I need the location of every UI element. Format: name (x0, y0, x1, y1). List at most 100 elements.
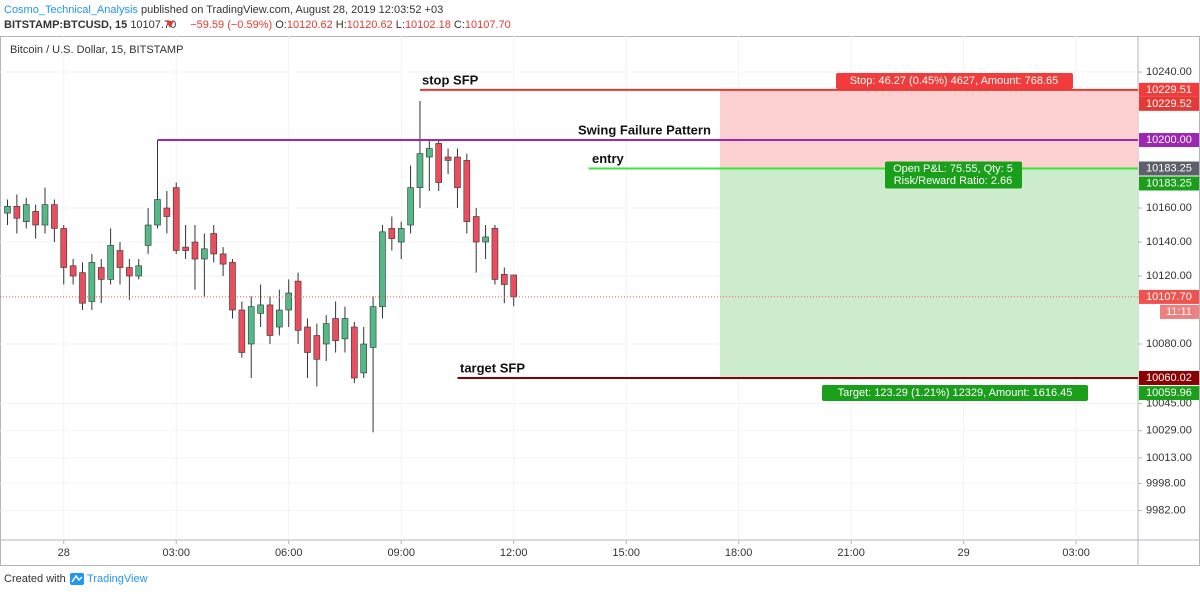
candle-body (360, 343, 368, 374)
candle-body (388, 228, 396, 239)
candle-body (332, 318, 339, 341)
price-label: 10183.25 (1146, 177, 1192, 189)
y-tick-label: 10029.00 (1146, 425, 1192, 437)
chart-title: Bitcoin / U.S. Dollar, 15, BITSTAMP (10, 44, 183, 56)
author: Cosmo_Technical_Analysis (4, 4, 138, 16)
price-label: 10107.70 (1146, 291, 1192, 303)
change: −59.59 (−0.59%) (190, 19, 272, 31)
y-tick-label: 9982.00 (1146, 504, 1186, 516)
candle-body (191, 241, 199, 260)
price-label-box (1139, 133, 1199, 148)
c-value: 10107.70 (465, 19, 511, 31)
candle-body (172, 187, 180, 251)
price-label: 10059.96 (1146, 387, 1192, 399)
x-tick-label: 03:00 (1062, 547, 1090, 559)
candle-body (304, 326, 311, 353)
price-label-box (1139, 386, 1199, 401)
price-label: 10183.25 (1146, 162, 1192, 174)
candle-body (472, 216, 480, 243)
candle-body (276, 309, 283, 328)
candle-body (491, 228, 499, 280)
h-value: 10120.62 (347, 19, 393, 31)
stop-box (836, 73, 1073, 89)
stop-zone (719, 89, 1138, 169)
y-tick-label: 10240.00 (1146, 66, 1192, 78)
tradingview-logo (70, 573, 84, 585)
candle-body (4, 206, 11, 214)
candle-body (266, 304, 274, 336)
candle-body (88, 262, 96, 302)
x-tick-label: 06:00 (275, 547, 303, 559)
y-tick-label: 9998.00 (1146, 477, 1186, 489)
candle-body (182, 246, 189, 251)
candle-body (501, 274, 508, 285)
candle-body (426, 148, 433, 158)
candle-body (60, 228, 68, 268)
down-arrow-icon (166, 21, 174, 28)
candle-body (444, 156, 452, 161)
y-tick-label: 10120.00 (1146, 270, 1192, 282)
candle-body (79, 272, 86, 304)
x-tick-label: 09:00 (387, 547, 415, 559)
price-label: 10060.02 (1146, 372, 1192, 384)
price-label: 10200.00 (1146, 134, 1192, 146)
candle-body (32, 211, 39, 226)
candle-body (135, 265, 143, 277)
rr-text: Risk/Reward Ratio: 2.66 (894, 175, 1013, 187)
pnl-text: Open P&L: 75.55, Qty: 5 (893, 163, 1013, 175)
candle-body (97, 267, 105, 280)
x-tick-label: 03:00 (162, 547, 190, 559)
y-tick-label: 10140.00 (1146, 236, 1192, 248)
candle-body (13, 206, 21, 219)
annotation-label: Swing Failure Pattern (578, 122, 711, 137)
symbol: BITSTAMP:BTCUSD, 15 (4, 19, 127, 31)
candle-body (22, 204, 30, 222)
candle-body (322, 323, 330, 345)
x-tick-label: 29 (958, 547, 970, 559)
price-label-box (1139, 289, 1199, 304)
price-label: 10229.51 (1146, 84, 1192, 96)
candle-body (294, 280, 302, 331)
y-tick-label: 10160.00 (1146, 202, 1192, 214)
target-zone (719, 168, 1138, 379)
h-label: H: (336, 19, 347, 31)
candle-body (482, 236, 489, 243)
header-line: Cosmo_Technical_Analysis published on Tr… (4, 4, 443, 16)
candle-body (144, 224, 152, 246)
annotation-label: target SFP (460, 360, 525, 375)
countdown: 11:11 (1166, 306, 1192, 318)
o-label: O: (275, 19, 287, 31)
candle-body (116, 250, 124, 268)
candle-body (416, 153, 424, 188)
annotation-label: entry (592, 151, 625, 166)
candle-body (510, 274, 517, 298)
candle-body (454, 156, 461, 188)
pnl-box (885, 161, 1022, 189)
position-tool (719, 89, 1138, 379)
candle-body (51, 204, 58, 229)
candle-body (285, 292, 293, 311)
last: 10107.70 (130, 19, 176, 31)
y-tick-label: 10080.00 (1146, 338, 1192, 350)
candle-body (201, 248, 208, 260)
published: published on TradingView.com, August 28,… (141, 4, 443, 16)
candle-body (369, 306, 377, 348)
candle-body (379, 231, 386, 307)
candle-body (435, 143, 443, 183)
candle-body (229, 262, 236, 311)
x-tick-label: 15:00 (612, 547, 640, 559)
candle-body (351, 326, 358, 379)
price-label-box (1139, 370, 1199, 385)
x-tick-label: 21:00 (837, 547, 865, 559)
candle-body (463, 160, 471, 222)
candle-body (163, 207, 171, 217)
annotation-label: stop SFP (422, 72, 479, 87)
candles (4, 100, 517, 433)
candle-body (407, 187, 414, 226)
x-tick-label: 18:00 (725, 547, 753, 559)
candle-body (341, 318, 349, 340)
price-label: 10229.52 (1146, 98, 1192, 110)
y-tick-label: 10045.00 (1146, 397, 1192, 409)
footer-created: Created with (4, 573, 66, 585)
symbol-line: BITSTAMP:BTCUSD, 15 10107.70 −59.59 (−0.5… (4, 19, 511, 31)
